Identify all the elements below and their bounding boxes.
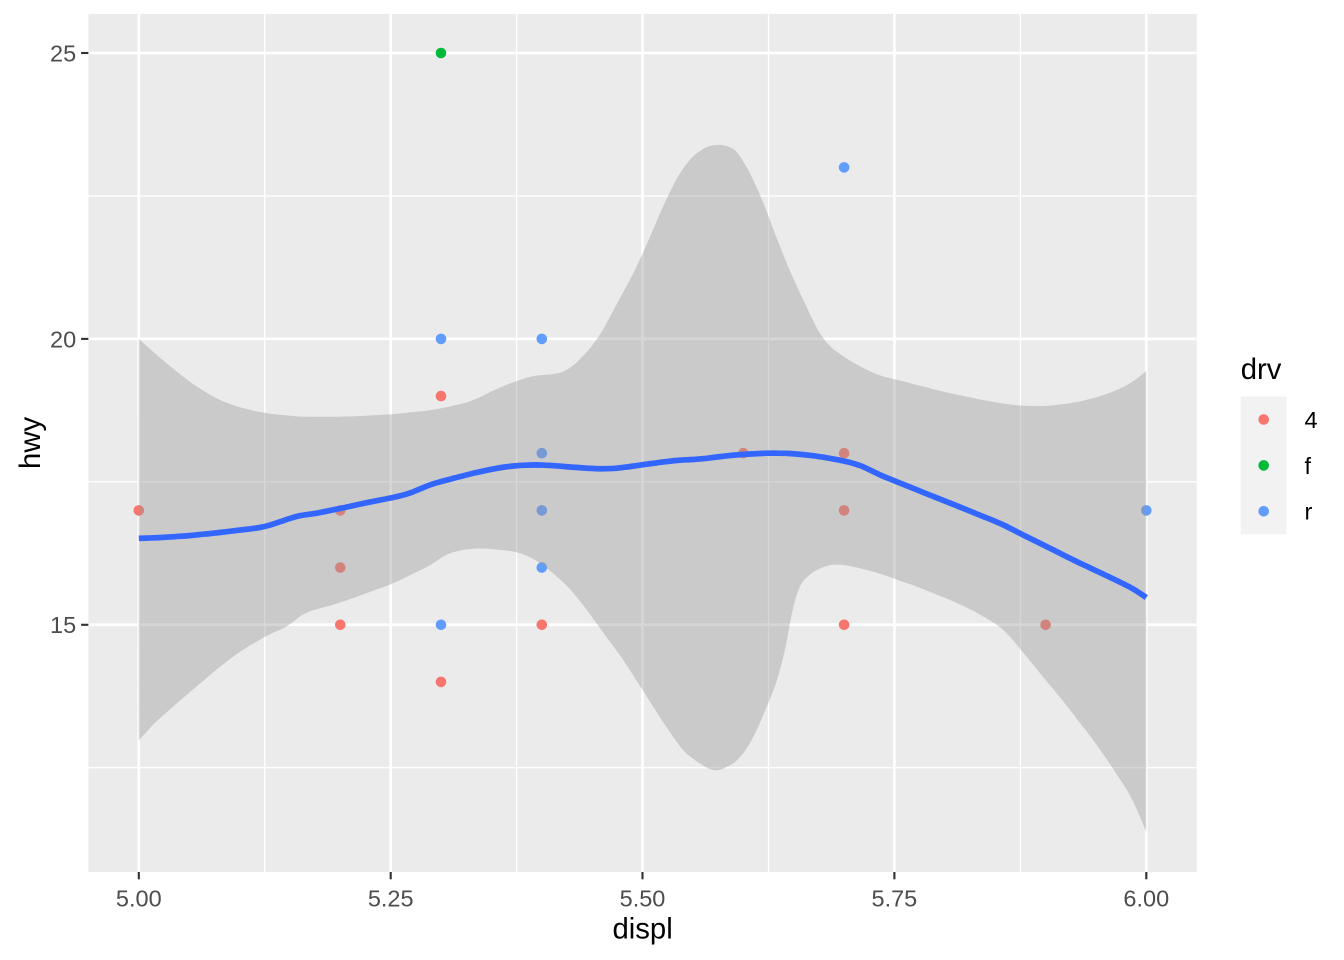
svg-text:r: r	[1305, 499, 1313, 525]
svg-text:hwy: hwy	[14, 417, 47, 469]
svg-text:5.50: 5.50	[620, 886, 666, 912]
svg-text:20: 20	[50, 326, 76, 352]
svg-text:drv: drv	[1241, 353, 1282, 386]
svg-text:5.75: 5.75	[872, 886, 918, 912]
svg-text:4: 4	[1305, 407, 1318, 433]
svg-text:displ: displ	[612, 913, 672, 946]
svg-text:5.25: 5.25	[368, 886, 414, 912]
svg-text:15: 15	[50, 612, 76, 638]
svg-text:5.00: 5.00	[116, 886, 162, 912]
svg-text:6.00: 6.00	[1123, 886, 1169, 912]
svg-text:f: f	[1305, 453, 1312, 479]
svg-text:25: 25	[50, 40, 76, 66]
